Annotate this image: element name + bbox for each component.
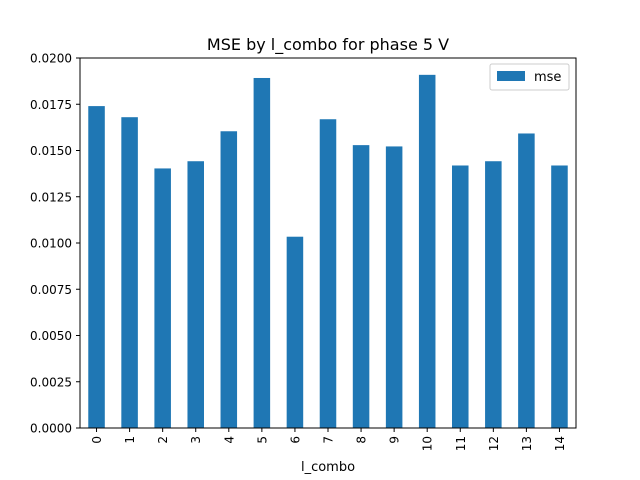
bar-8 bbox=[352, 145, 370, 428]
chart-title: MSE by l_combo for phase 5 V bbox=[207, 35, 449, 55]
x-axis: 0 1 2 3 4 5 6 7 8 9 10 11 12 13 14 bbox=[90, 428, 567, 451]
bar-13 bbox=[518, 133, 535, 429]
legend-label: mse bbox=[534, 70, 561, 85]
x-tick-label: 3 bbox=[189, 436, 203, 444]
y-tick-label: 0.0125 bbox=[30, 190, 72, 204]
x-tick-label: 8 bbox=[355, 436, 369, 444]
x-tick-label: 12 bbox=[487, 436, 501, 451]
bar-9 bbox=[385, 146, 403, 428]
bar-4 bbox=[220, 131, 238, 428]
x-tick-label: 11 bbox=[454, 436, 468, 451]
x-tick-label: 4 bbox=[222, 436, 236, 444]
y-tick-label: 0.0000 bbox=[30, 422, 72, 436]
x-tick-label: 14 bbox=[553, 436, 567, 451]
y-tick-label: 0.0200 bbox=[30, 52, 72, 66]
y-tick-label: 0.0025 bbox=[30, 375, 72, 389]
plot-frame bbox=[79, 57, 577, 429]
legend: mse bbox=[489, 63, 570, 91]
bar-6 bbox=[286, 236, 304, 428]
bar-7 bbox=[319, 119, 337, 429]
bar-5 bbox=[253, 77, 271, 428]
x-tick-label: 2 bbox=[156, 436, 170, 444]
bar-3 bbox=[187, 161, 204, 429]
y-tick-label: 0.0050 bbox=[30, 329, 72, 343]
bar-0 bbox=[88, 106, 105, 428]
legend-swatch bbox=[497, 71, 525, 81]
y-tick-label: 0.0175 bbox=[30, 98, 72, 112]
x-tick-label: 1 bbox=[123, 436, 137, 444]
bar-12 bbox=[485, 161, 502, 429]
bar-10 bbox=[418, 74, 436, 428]
y-tick-label: 0.0100 bbox=[30, 237, 72, 251]
bar-1 bbox=[121, 117, 138, 428]
legend-box bbox=[489, 63, 570, 91]
bar-2 bbox=[154, 168, 171, 428]
bars-group bbox=[88, 74, 568, 429]
x-tick-label: 10 bbox=[421, 436, 435, 451]
x-tick-label: 6 bbox=[288, 436, 302, 444]
x-tick-label: 7 bbox=[322, 436, 336, 444]
y-axis: 0.0000 0.0025 0.0050 0.0075 0.0100 0.0125 0.01… bbox=[30, 52, 80, 436]
x-axis-label: l_combo bbox=[301, 460, 355, 475]
bar-14 bbox=[551, 165, 568, 429]
x-tick-label: 0 bbox=[90, 436, 104, 444]
x-tick-label: 5 bbox=[255, 436, 269, 444]
x-tick-label: 9 bbox=[388, 436, 402, 444]
y-tick-label: 0.0150 bbox=[30, 144, 72, 158]
x-tick-label: 13 bbox=[520, 436, 534, 451]
y-tick-label: 0.0075 bbox=[30, 283, 72, 297]
bar-11 bbox=[452, 165, 469, 429]
